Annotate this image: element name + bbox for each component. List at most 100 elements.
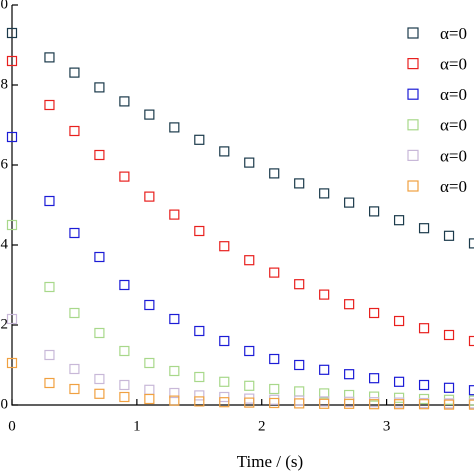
marker xyxy=(119,345,130,357)
marker xyxy=(44,99,55,111)
marker xyxy=(244,345,255,357)
marker xyxy=(443,329,455,341)
marker xyxy=(269,168,280,179)
marker xyxy=(294,359,305,371)
marker xyxy=(119,379,130,391)
legend-marker xyxy=(407,119,419,131)
marker xyxy=(369,391,380,402)
axis-frame xyxy=(11,5,474,406)
marker xyxy=(119,171,130,182)
marker xyxy=(294,178,305,189)
marker xyxy=(443,230,455,241)
marker xyxy=(418,323,430,334)
marker xyxy=(169,365,180,377)
y-tick-label: 6 xyxy=(1,156,9,172)
marker xyxy=(319,188,330,199)
marker xyxy=(144,393,155,405)
marker xyxy=(169,122,180,133)
marker xyxy=(294,395,305,406)
marker xyxy=(6,55,18,67)
marker xyxy=(69,67,80,78)
marker xyxy=(144,384,155,395)
y-tick-label: 0 xyxy=(1,396,9,412)
marker xyxy=(468,238,474,249)
marker xyxy=(443,382,455,393)
marker xyxy=(219,376,230,387)
y-tick-label: 8 xyxy=(1,76,9,92)
marker xyxy=(44,377,55,389)
marker xyxy=(219,241,230,252)
marker xyxy=(169,209,180,220)
marker xyxy=(219,335,230,347)
marker xyxy=(194,390,205,401)
marker xyxy=(369,399,380,410)
y-tick-label: 2 xyxy=(1,316,9,332)
marker xyxy=(319,388,330,399)
marker xyxy=(294,398,305,409)
marker xyxy=(344,369,355,380)
marker xyxy=(194,134,205,145)
marker xyxy=(468,385,474,396)
marker xyxy=(219,146,230,157)
marker xyxy=(194,225,205,237)
marker xyxy=(344,398,355,409)
marker xyxy=(294,386,305,397)
marker xyxy=(194,325,205,337)
marker xyxy=(418,399,430,410)
legend-label: α=0 xyxy=(440,146,467,165)
y-tick-label: 10 xyxy=(0,0,8,12)
marker xyxy=(344,299,355,310)
marker xyxy=(69,125,80,137)
y-tick-label: 4 xyxy=(1,236,9,252)
marker xyxy=(269,267,280,278)
legend-marker xyxy=(407,57,419,70)
marker xyxy=(393,315,405,327)
marker xyxy=(418,379,430,391)
marker xyxy=(468,399,474,410)
legend-marker xyxy=(407,88,419,100)
marker xyxy=(269,353,280,365)
marker xyxy=(393,399,405,410)
marker xyxy=(194,371,205,383)
marker xyxy=(269,394,280,405)
marker xyxy=(244,255,255,266)
marker xyxy=(344,389,355,401)
marker xyxy=(468,335,474,347)
x-tick-label: 0 xyxy=(8,418,16,434)
marker xyxy=(169,395,180,406)
marker xyxy=(169,387,180,399)
marker xyxy=(269,397,280,409)
legend-marker xyxy=(407,27,419,39)
marker xyxy=(94,251,105,263)
marker xyxy=(169,313,180,325)
legend-label: α=0 xyxy=(440,24,467,43)
marker xyxy=(119,96,130,107)
marker xyxy=(6,219,18,231)
marker xyxy=(244,397,255,408)
marker xyxy=(244,380,255,391)
marker xyxy=(94,373,105,385)
marker xyxy=(319,398,330,409)
marker xyxy=(418,223,430,234)
marker xyxy=(44,52,55,63)
legend-label: α=0 xyxy=(440,116,467,135)
marker xyxy=(144,357,155,369)
marker xyxy=(44,349,55,361)
marker xyxy=(319,289,330,300)
marker xyxy=(219,397,230,408)
marker xyxy=(6,27,18,39)
marker xyxy=(194,396,205,407)
marker xyxy=(94,82,105,93)
marker xyxy=(94,327,105,339)
marker xyxy=(6,313,18,325)
legend-label: α=0 xyxy=(440,177,467,196)
marker xyxy=(119,391,130,403)
x-tick-label: 1 xyxy=(133,418,141,434)
marker xyxy=(69,227,80,239)
marker xyxy=(69,383,80,395)
marker xyxy=(44,281,55,293)
marker xyxy=(6,131,18,143)
marker xyxy=(144,299,155,311)
marker xyxy=(393,215,405,226)
x-axis-label: Time / (s) xyxy=(237,452,303,471)
